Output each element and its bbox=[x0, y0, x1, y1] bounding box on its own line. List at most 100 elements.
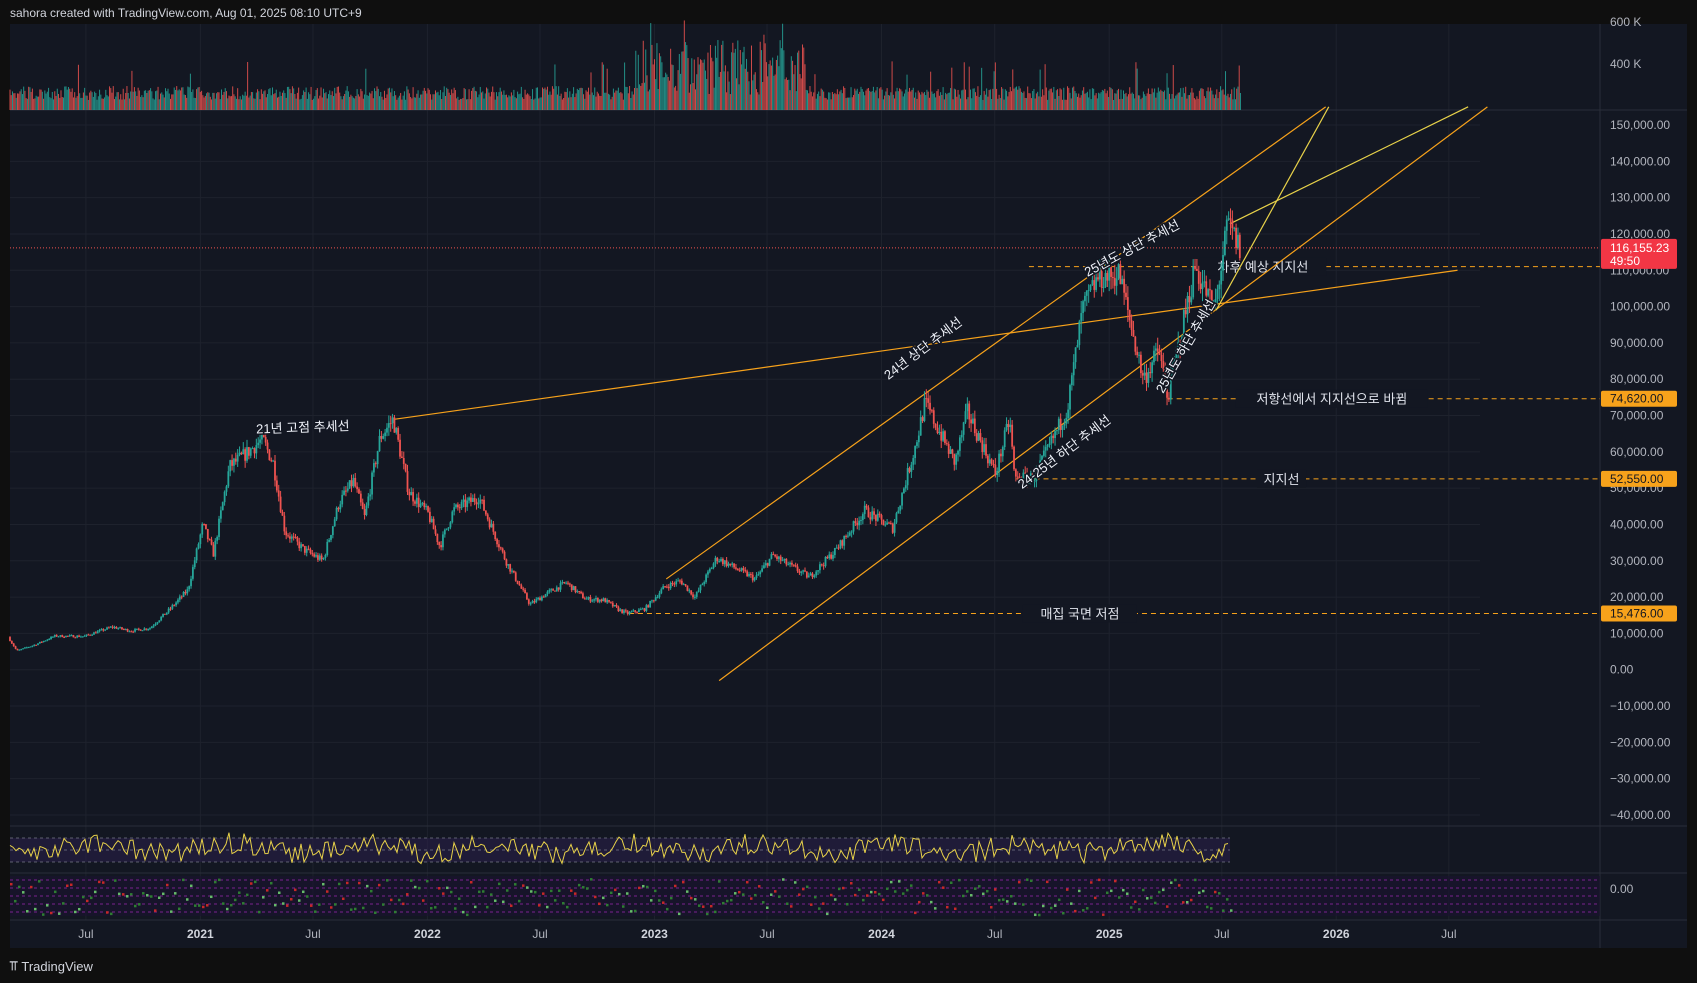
price-tick-label: 60,000.00 bbox=[1610, 445, 1664, 459]
candle-body bbox=[1238, 234, 1241, 259]
oscillator-mark bbox=[750, 897, 753, 900]
candle-body bbox=[1044, 446, 1047, 451]
oscillator-mark bbox=[1118, 896, 1121, 899]
candle-body bbox=[1141, 373, 1144, 376]
candle-body bbox=[50, 636, 52, 640]
candle-body bbox=[27, 647, 30, 649]
candle-body bbox=[152, 625, 155, 627]
candle-body bbox=[290, 536, 293, 539]
candle-body bbox=[1052, 435, 1055, 439]
candle-body bbox=[1231, 219, 1234, 229]
price-tick-label: 150,000.00 bbox=[1610, 118, 1670, 132]
candle-body bbox=[1149, 372, 1152, 374]
candle-body bbox=[854, 521, 857, 523]
candle-body bbox=[693, 596, 696, 598]
oscillator-mark bbox=[622, 905, 625, 908]
oscillator-mark bbox=[162, 892, 165, 896]
candle-body bbox=[679, 580, 681, 582]
oscillator-mark bbox=[1082, 909, 1085, 912]
time-tick-label: Jul bbox=[1441, 927, 1456, 941]
oscillator-mark bbox=[22, 891, 25, 894]
candle-body bbox=[886, 522, 889, 525]
oscillator-mark bbox=[1114, 879, 1117, 883]
candle-body bbox=[150, 626, 153, 629]
candle-body bbox=[684, 584, 687, 586]
candle-body bbox=[572, 586, 575, 591]
oscillator-mark bbox=[118, 892, 121, 896]
candle-body bbox=[341, 494, 344, 505]
candle-body bbox=[216, 536, 219, 541]
candle-body bbox=[126, 628, 129, 632]
candle-body bbox=[423, 502, 426, 508]
candle-body bbox=[522, 588, 525, 590]
candle-body bbox=[132, 631, 135, 633]
oscillator-mark bbox=[342, 897, 345, 901]
level-text: 저항선에서 지지선으로 바뀜 bbox=[1257, 392, 1408, 407]
price-tick-label: 90,000.00 bbox=[1610, 336, 1664, 350]
price-tick-label: 140,000.00 bbox=[1610, 154, 1670, 168]
oscillator-mark bbox=[1078, 889, 1081, 893]
candle-body bbox=[554, 590, 556, 592]
candle-body bbox=[1164, 369, 1167, 382]
candle-body bbox=[287, 535, 289, 537]
candle-body bbox=[505, 559, 508, 566]
candle-body bbox=[1018, 476, 1021, 483]
candle-body bbox=[787, 564, 790, 566]
oscillator-mark bbox=[514, 883, 517, 886]
candle-body bbox=[931, 410, 933, 412]
oscillator-mark bbox=[1098, 878, 1101, 882]
candle-body bbox=[897, 510, 900, 514]
candle-body bbox=[578, 591, 581, 593]
candle-body bbox=[781, 560, 784, 562]
candle-body bbox=[953, 453, 956, 465]
candle-body bbox=[1072, 362, 1075, 376]
oscillator-mark bbox=[566, 905, 569, 909]
candle-body bbox=[1076, 345, 1079, 348]
oscillator-mark bbox=[850, 881, 853, 885]
candle-body bbox=[970, 419, 972, 424]
oscillator-mark bbox=[270, 881, 273, 885]
candle-body bbox=[540, 596, 543, 601]
oscillator-mark bbox=[222, 902, 225, 905]
candle-body bbox=[697, 590, 700, 592]
oscillator-mark bbox=[178, 907, 181, 911]
candle-body bbox=[330, 535, 332, 540]
level-text: 지지선 bbox=[1264, 472, 1300, 487]
candle-body bbox=[596, 597, 599, 602]
candle-body bbox=[402, 458, 405, 464]
candle-body bbox=[923, 398, 926, 421]
footer[interactable]: ⫪ TradingView bbox=[10, 958, 93, 974]
candle-body bbox=[815, 571, 818, 576]
candle-body bbox=[919, 417, 922, 436]
oscillator-mark bbox=[110, 912, 113, 916]
candle-body bbox=[744, 569, 747, 572]
candle-body bbox=[468, 497, 470, 501]
candle-body bbox=[93, 632, 95, 635]
candle-body bbox=[673, 583, 676, 585]
oscillator-mark bbox=[150, 895, 153, 898]
candle-body bbox=[37, 643, 39, 646]
candle-body bbox=[889, 522, 892, 524]
candle-body bbox=[1115, 278, 1118, 286]
candle-body bbox=[182, 592, 185, 597]
candle-body bbox=[652, 600, 655, 602]
chart-background bbox=[10, 24, 1687, 948]
candle-body bbox=[386, 427, 388, 433]
candle-body bbox=[453, 507, 456, 512]
candle-body bbox=[100, 629, 103, 631]
candle-body bbox=[1046, 444, 1049, 447]
oscillator-mark bbox=[926, 894, 929, 897]
candle-body bbox=[247, 447, 250, 456]
candle-body bbox=[1113, 277, 1116, 286]
time-axis[interactable]: Jul 2021 Jul 2022 Jul 2023 Jul 2024 Jul 2025 Jul 20… bbox=[78, 927, 1456, 941]
candle-body bbox=[1225, 219, 1228, 231]
candle-body bbox=[117, 628, 120, 630]
price-tick-label: −30,000.00 bbox=[1610, 772, 1671, 786]
candle-body bbox=[473, 498, 476, 502]
candle-body bbox=[1074, 347, 1077, 363]
candle-body bbox=[1207, 289, 1209, 296]
candle-body bbox=[48, 639, 51, 641]
oscillator-mark bbox=[758, 885, 761, 888]
candle-body bbox=[649, 600, 652, 608]
